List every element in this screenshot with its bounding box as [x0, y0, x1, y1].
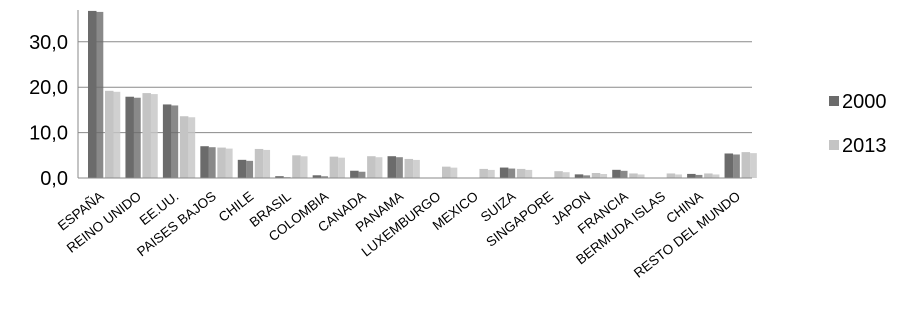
- bar-2000-shade: [620, 170, 628, 178]
- bar-2013-shade: [450, 167, 458, 178]
- bar-2013-shade: [525, 169, 533, 178]
- bar-2000: [724, 153, 734, 178]
- bar-2000: [88, 10, 97, 178]
- bar-2013: [516, 168, 526, 178]
- bar-2000: [200, 146, 209, 178]
- bar-2000: [237, 159, 247, 178]
- bar-2013: [217, 147, 226, 178]
- bar-2000-shade: [583, 175, 591, 178]
- legend-label-2013: 2013: [842, 135, 887, 157]
- y-tick-label: 20,0: [29, 77, 68, 99]
- bar-2013-shade: [338, 157, 345, 178]
- bar-2013: [292, 155, 301, 178]
- bar-2000-shade: [246, 160, 254, 178]
- bar-2000: [125, 96, 134, 178]
- bar-2013: [741, 152, 751, 178]
- bar-2013-shade: [300, 156, 308, 178]
- bar-2013: [629, 173, 638, 178]
- bar-2013-shade: [712, 174, 720, 178]
- bar-2013-shade: [150, 94, 158, 178]
- legend-swatch-2000: [829, 96, 839, 106]
- bar-2000: [162, 104, 172, 178]
- bar-2013: [329, 156, 339, 178]
- bar-2000: [350, 170, 359, 178]
- bar-2013-shade: [225, 148, 233, 178]
- legend-swatch-2013: [829, 140, 839, 150]
- bar-2000: [387, 156, 397, 178]
- y-tick-label: 0,0: [40, 168, 68, 190]
- bar-2000-shade: [695, 174, 703, 178]
- bar-2000-shade: [358, 171, 366, 178]
- bar-2013-shade: [600, 174, 608, 178]
- bar-2000: [687, 173, 696, 178]
- bar-2000: [574, 174, 584, 178]
- bar-2013-shade: [637, 174, 645, 178]
- bar-2000: [312, 175, 322, 178]
- bar-2013-shade: [188, 117, 196, 178]
- y-tick-label: 30,0: [29, 32, 68, 54]
- bar-2000-shade: [321, 176, 328, 178]
- bar-2000-shade: [96, 11, 104, 178]
- bar-2013: [142, 93, 151, 178]
- bar-2000: [275, 176, 284, 178]
- legend-label-2000: 2000: [842, 91, 887, 113]
- y-tick-label: 10,0: [29, 123, 68, 145]
- bar-2013: [591, 173, 601, 178]
- bar-2013: [479, 168, 488, 178]
- bar-2000-shade: [208, 147, 216, 178]
- bar-2013: [404, 158, 414, 178]
- bar-2013: [105, 90, 114, 178]
- gridlines: [77, 10, 752, 178]
- bar-2013-shade: [750, 153, 757, 178]
- bar-2013-shade: [675, 174, 682, 178]
- bar-2000-shade: [508, 168, 516, 178]
- bar-2000: [499, 167, 509, 178]
- bar-2013: [554, 171, 563, 178]
- bar-2000-shade: [133, 97, 141, 178]
- bar-2013: [442, 166, 451, 178]
- y-axis-ticks: 0,0 10,0 20,0 30,0: [29, 32, 68, 190]
- bar-2013-shade: [263, 149, 271, 178]
- bar-2013: [704, 173, 713, 178]
- bar-2000-shade: [396, 157, 403, 178]
- bar-2013: [254, 148, 264, 178]
- legend: 2000 2013: [829, 91, 887, 157]
- bar-2000-shade: [171, 105, 179, 178]
- bar-2013-shade: [562, 172, 570, 178]
- bar-2013-shade: [487, 169, 495, 178]
- bar-2013: [179, 116, 189, 178]
- bar-2013-shade: [413, 159, 420, 178]
- bars: [88, 10, 757, 178]
- bar-2013: [666, 173, 676, 178]
- bar-2013: [367, 156, 376, 178]
- bar-2000: [612, 169, 621, 178]
- bar-2000-shade: [733, 154, 740, 178]
- bar-2013-shade: [375, 157, 383, 178]
- bar-2013-shade: [113, 91, 121, 178]
